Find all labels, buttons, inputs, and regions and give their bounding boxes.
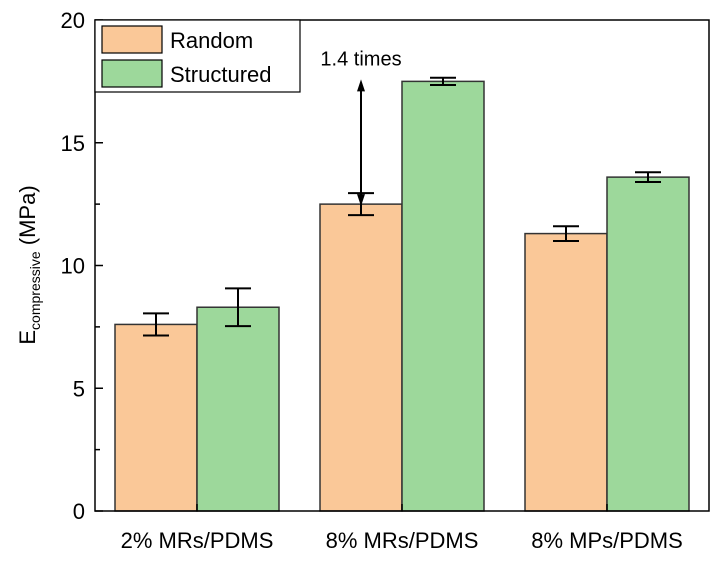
y-axis-label: Ecompressive (MPa) — [15, 185, 43, 344]
x-tick-label: 8% MPs/PDMS — [531, 528, 683, 553]
annotation-label: 1.4 times — [320, 48, 401, 70]
legend-label-structured: Structured — [170, 62, 272, 87]
y-tick-label: 15 — [61, 131, 85, 156]
bar-structured — [401, 80, 485, 512]
arrow-down-icon — [357, 194, 365, 207]
arrow-up-icon — [357, 79, 365, 92]
bar-structured — [606, 176, 690, 512]
x-tick-label: 2% MRs/PDMS — [121, 528, 274, 553]
y-tick-label: 10 — [61, 254, 85, 279]
legend-swatch-structured — [101, 59, 163, 88]
legend: Random Structured — [94, 19, 301, 93]
bar-random — [319, 203, 403, 512]
y-tick-label: 0 — [73, 499, 85, 524]
bar-random — [524, 232, 608, 512]
bar-structured — [196, 306, 280, 512]
y-tick-label: 20 — [61, 8, 85, 33]
legend-label-random: Random — [170, 28, 253, 53]
bar-random — [114, 323, 198, 512]
y-tick-label: 5 — [73, 376, 85, 401]
x-tick-label: 8% MRs/PDMS — [326, 528, 479, 553]
legend-swatch-random — [101, 25, 163, 54]
